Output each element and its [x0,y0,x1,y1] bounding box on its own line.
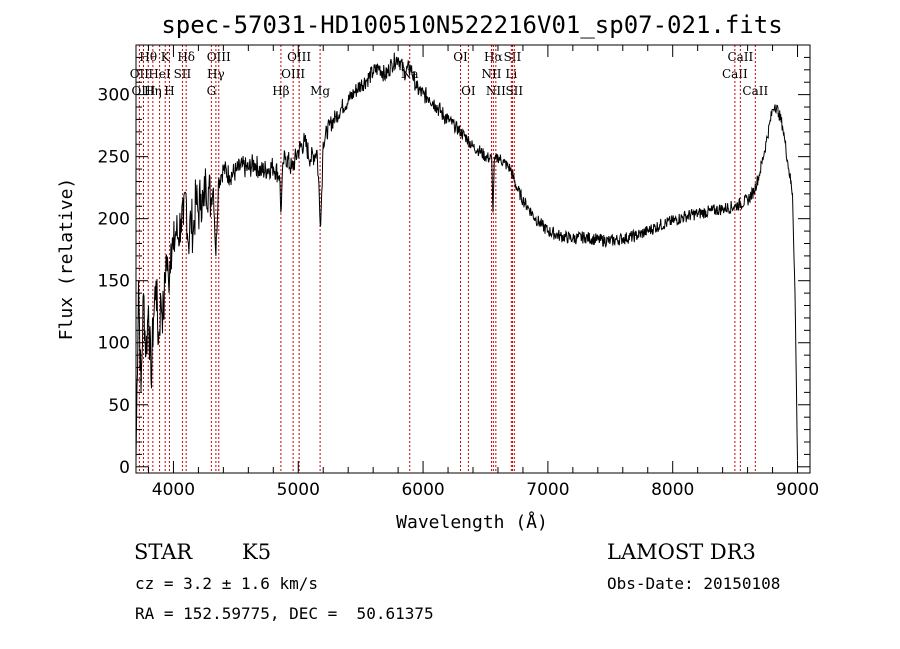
x-tick-label: 6000 [401,480,444,500]
emission-line-label: NII [486,84,506,98]
survey-name: LAMOST DR3 [607,540,756,564]
axis-ticks: 4000 5000 6000 7000 8000 9000 0 50 100 150 200 250 3… [98,45,819,500]
emission-line-label: K [161,50,171,64]
emission-line-label: Hθ [139,50,157,64]
y-tick-label: 100 [98,334,130,354]
y-tick-label: 200 [98,210,130,230]
flux-series-line [135,52,798,461]
x-tick-label: 5000 [277,480,320,500]
emission-line-label: H [164,84,174,98]
x-tick-label: 4000 [152,480,195,500]
emission-line-label: G [207,84,217,98]
emission-line-label: NII [481,67,501,81]
emission-line-label: OI [461,84,476,98]
emission-line-label: Hδ [177,50,195,64]
object-subclass: K5 [242,540,272,564]
x-tick-label: 7000 [526,480,569,500]
emission-line-label: Mg [310,84,330,98]
redshift-cz: cz = 3.2 ± 1.6 km/s [135,574,319,593]
x-axis-label: Wavelength (Å) [396,511,548,533]
emission-line-label: OIII [287,50,311,64]
x-tick-label: 9000 [776,480,819,500]
chart-title: spec-57031-HD100510N522216V01_sp07-021.f… [161,11,782,39]
emission-line-label: OI [453,50,468,64]
x-tick-label: 8000 [651,480,694,500]
emission-line-label: CaII [722,67,748,81]
emission-line-label: Hη [144,84,162,98]
y-tick-label: 0 [119,458,130,478]
emission-line-label: OIII [281,67,305,81]
y-tick-label: 50 [108,396,130,416]
observation-date: Obs-Date: 20150108 [607,574,781,593]
emission-line-label: Li [505,67,517,81]
coordinates: RA = 152.59775, DEC = 50.61375 [135,604,434,623]
emission-line-label: OII [130,67,150,81]
spectrum-chart: spec-57031-HD100510N522216V01_sp07-021.f… [56,11,819,533]
emission-line-label: CaII [727,50,753,64]
emission-line-label: SII [174,67,192,81]
emission-line-label: Hβ [272,84,289,98]
object-class: STAR [134,540,193,564]
y-tick-label: 250 [98,148,130,168]
emission-line-label: CaII [742,84,768,98]
emission-line-label: SII [504,50,522,64]
emission-line-label: HeI [148,67,171,81]
emission-line-label: Hγ [207,67,225,81]
emission-line-label: OIII [207,50,231,64]
emission-line-label: Hα [484,50,503,64]
y-tick-label: 150 [98,272,130,292]
plot-frame [135,44,811,474]
y-axis-label: Flux (relative) [56,178,77,341]
emission-line-label: SII [505,84,523,98]
y-tick-label: 300 [98,86,130,106]
